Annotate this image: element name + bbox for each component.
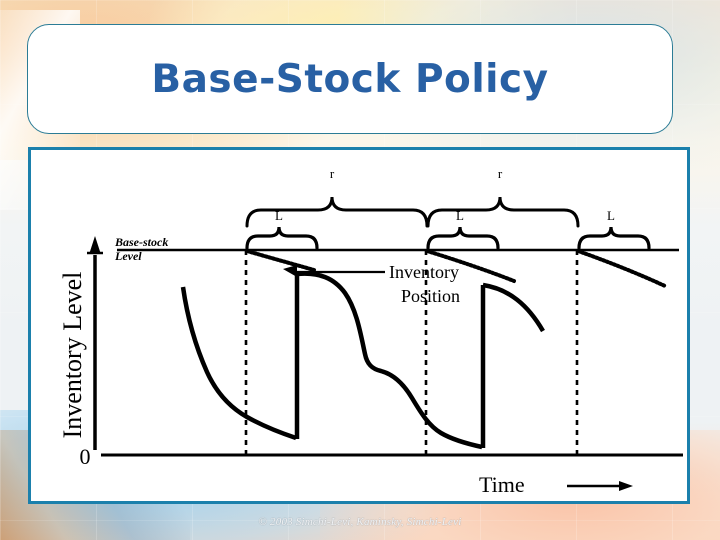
lead-time-brace-1 [245, 226, 319, 250]
inventory-level-decline-2 [296, 271, 483, 450]
lead-time-brace-label-2: L [456, 208, 464, 223]
base-stock-level-label-line2: Level [114, 249, 142, 263]
lead-time-brace-3 [577, 226, 651, 250]
chart-frame: Inventory Level 0 Base-stock Level r r [28, 147, 690, 504]
inventory-position-segment-2 [425, 249, 516, 283]
slide-title-plaque: Base-Stock Policy [27, 24, 673, 134]
base-stock-level-label-line1: Base-stock [114, 235, 168, 249]
x-axis-direction-arrow [567, 481, 633, 491]
review-interval-brace-label-1: r [330, 166, 335, 181]
lead-time-brace-label-3: L [607, 208, 615, 223]
x-axis-label: Time [479, 472, 525, 497]
inventory-position-segment-3 [576, 249, 667, 288]
y-axis-arrowhead-icon [89, 236, 101, 253]
review-interval-brace-label-2: r [498, 166, 503, 181]
review-interval-brace-1 [245, 196, 429, 228]
inventory-position-label-line1: Inventory [389, 262, 459, 282]
copyright-notice: © 2003 Simchi-Levi, Kaminsky, Simchi-Lev… [258, 516, 462, 528]
inventory-position-segment-1 [245, 249, 316, 272]
lead-time-brace-label-1: L [275, 208, 283, 223]
y-axis-group [87, 236, 103, 450]
inventory-position-arrowhead-icon [283, 265, 297, 277]
page-title: Base-Stock Policy [151, 56, 549, 102]
inventory-level-decline-3 [482, 282, 545, 333]
inventory-level-decline-1 [180, 286, 297, 441]
review-interval-brace-2 [426, 196, 580, 228]
lead-time-brace-2 [426, 226, 500, 250]
y-axis-label: Inventory Level [58, 272, 87, 439]
base-stock-policy-chart: Inventory Level 0 Base-stock Level r r [58, 166, 683, 497]
inventory-position-series [245, 249, 667, 288]
x-axis-arrowhead-icon [619, 481, 633, 491]
inventory-position-label-line2: Position [401, 286, 460, 306]
inventory-level-series [180, 271, 545, 450]
origin-label: 0 [80, 444, 91, 469]
